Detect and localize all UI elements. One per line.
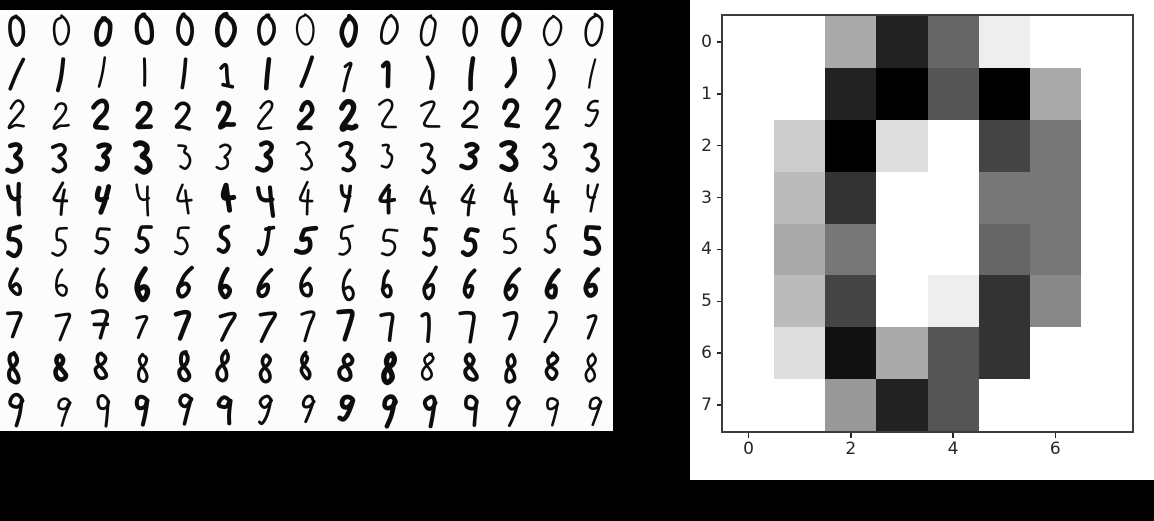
y-tick-mark <box>716 404 721 406</box>
heatmap-cell <box>1080 171 1132 224</box>
heatmap-cell <box>723 119 775 172</box>
heatmap-cell <box>978 379 1030 431</box>
x-tick-label: 6 <box>1049 439 1061 459</box>
heatmap-cell <box>978 171 1030 224</box>
heatmap-cell <box>1080 67 1132 120</box>
heatmap-cell <box>1029 16 1081 68</box>
y-tick-label: 7 <box>701 395 712 416</box>
heatmap-cell <box>774 16 826 68</box>
heatmap-cell <box>1029 275 1081 328</box>
y-tick-mark <box>716 248 721 251</box>
y-tick-mark <box>716 41 721 43</box>
y-tick-label: 3 <box>701 187 712 208</box>
x-tick-mark <box>1054 433 1057 438</box>
x-tick-mark <box>850 433 852 438</box>
heatmap-cell <box>825 379 877 431</box>
mnist-digit-grid <box>0 10 613 431</box>
heatmap-cell <box>927 171 979 224</box>
heatmap-cell <box>723 223 775 276</box>
heatmap-cell <box>825 275 877 328</box>
heatmap-cell <box>825 67 877 120</box>
heatmap-cell <box>978 327 1030 380</box>
heatmap-cell <box>1029 119 1081 172</box>
heatmap-cell <box>774 379 826 431</box>
x-tick-mark <box>952 433 954 438</box>
y-tick-label: 1 <box>701 83 712 104</box>
heatmap-cell <box>774 223 826 276</box>
heatmap-cell <box>1029 379 1081 431</box>
matplotlib-figure: 0 2 4 6 0 1 2 3 4 5 6 7 <box>690 0 1154 480</box>
heatmap-cell <box>1029 67 1081 120</box>
heatmap-cell <box>927 16 979 68</box>
x-tick-mark <box>747 433 750 438</box>
y-tick-mark <box>716 352 721 354</box>
heatmap-cell <box>1080 327 1132 380</box>
heatmap-cell <box>876 119 928 172</box>
heatmap-cell <box>978 16 1030 68</box>
heatmap-cell <box>927 119 979 172</box>
x-tick-label: 2 <box>845 439 857 459</box>
heatmap-cell <box>723 379 775 431</box>
heatmap-cell <box>825 327 877 380</box>
heatmap-cell <box>1029 223 1081 276</box>
heatmap-cell <box>723 16 775 68</box>
heatmap-cell <box>978 275 1030 328</box>
y-tick-label: 0 <box>701 31 712 52</box>
heatmap-cell <box>774 67 826 120</box>
y-tick-label: 5 <box>701 291 712 312</box>
heatmap-cell <box>723 275 775 328</box>
heatmap-axes <box>723 16 1132 431</box>
x-tick-label: 4 <box>947 439 959 459</box>
y-tick-mark <box>716 93 721 95</box>
heatmap-cell <box>825 171 877 224</box>
heatmap-cell <box>723 67 775 120</box>
heatmap-cell <box>1029 327 1081 380</box>
y-tick-label: 2 <box>701 135 712 156</box>
heatmap-cell <box>876 16 928 68</box>
heatmap-cell <box>927 275 979 328</box>
heatmap-cell <box>876 67 928 120</box>
heatmap-cell <box>978 119 1030 172</box>
heatmap-cell <box>927 223 979 276</box>
heatmap-cell <box>723 171 775 224</box>
heatmap-cell <box>774 275 826 328</box>
heatmap-cell <box>1080 223 1132 276</box>
heatmap-cell <box>774 119 826 172</box>
y-tick-mark <box>716 300 721 303</box>
heatmap-cell <box>978 67 1030 120</box>
heatmap-cell <box>876 327 928 380</box>
x-tick-label: 0 <box>743 439 754 459</box>
heatmap-cell <box>1080 379 1132 431</box>
heatmap-cell <box>876 223 928 276</box>
heatmap-cell <box>825 16 877 68</box>
heatmap-cell <box>876 379 928 431</box>
heatmap-cell <box>978 223 1030 276</box>
heatmap-cell <box>774 171 826 224</box>
heatmap-cell <box>876 171 928 224</box>
heatmap-cell <box>1080 119 1132 172</box>
heatmap-cell <box>825 223 877 276</box>
heatmap-cell <box>825 119 877 172</box>
y-tick-mark <box>716 144 721 147</box>
heatmap-cell <box>927 379 979 431</box>
y-tick-mark <box>716 196 721 199</box>
y-tick-label: 6 <box>701 343 712 364</box>
heatmap-cell <box>927 327 979 380</box>
heatmap-cell <box>1029 171 1081 224</box>
heatmap-cell <box>1080 275 1132 328</box>
heatmap-cell <box>876 275 928 328</box>
heatmap-cell <box>723 327 775 380</box>
heatmap-cell <box>927 67 979 120</box>
heatmap-cell <box>1080 16 1132 68</box>
heatmap-cell <box>774 327 826 380</box>
y-tick-label: 4 <box>701 239 712 260</box>
